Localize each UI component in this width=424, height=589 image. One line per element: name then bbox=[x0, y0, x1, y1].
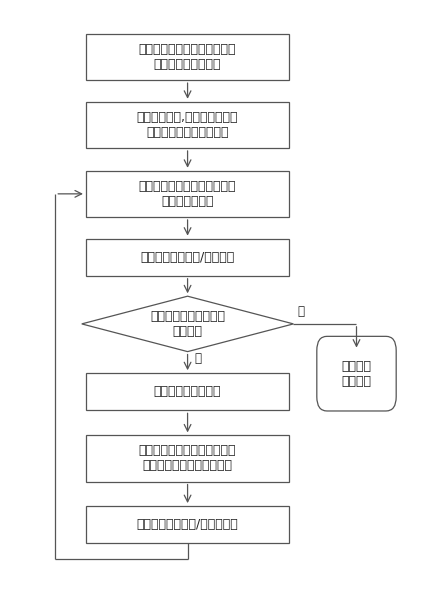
Text: 各变量初始化,发电机内节点角
度应初始化为角度目标值: 各变量初始化,发电机内节点角 度应初始化为角度目标值 bbox=[137, 111, 238, 139]
FancyBboxPatch shape bbox=[86, 435, 289, 482]
Text: 输出结果
结束计算: 输出结果 结束计算 bbox=[341, 360, 371, 388]
Text: 修正雅可比矩阵对应发电机内
节点的有功对角度的偏导数: 修正雅可比矩阵对应发电机内 节点的有功对角度的偏导数 bbox=[139, 445, 236, 472]
FancyBboxPatch shape bbox=[86, 373, 289, 411]
Text: 计算各节点的有功/无功偏差: 计算各节点的有功/无功偏差 bbox=[140, 251, 235, 264]
FancyBboxPatch shape bbox=[317, 336, 396, 411]
Text: 计算各节点的幅值/角度修正量: 计算各节点的幅值/角度修正量 bbox=[137, 518, 238, 531]
Text: 是: 是 bbox=[298, 306, 304, 319]
FancyBboxPatch shape bbox=[86, 171, 289, 217]
Text: 计算形成雅可比矩阵: 计算形成雅可比矩阵 bbox=[154, 385, 221, 398]
FancyBboxPatch shape bbox=[86, 506, 289, 543]
Text: 否: 否 bbox=[195, 352, 202, 365]
FancyBboxPatch shape bbox=[86, 34, 289, 80]
Text: 所有节点有功无功偏差
足够小？: 所有节点有功无功偏差 足够小？ bbox=[150, 310, 225, 338]
FancyBboxPatch shape bbox=[86, 239, 289, 276]
Polygon shape bbox=[82, 296, 293, 352]
Text: 输入潮流数据（包括发电机角
度参考和功率参考）: 输入潮流数据（包括发电机角 度参考和功率参考） bbox=[139, 43, 236, 71]
Text: 根据内节点角度变化计算新的
发电机有功注入: 根据内节点角度变化计算新的 发电机有功注入 bbox=[139, 180, 236, 208]
FancyBboxPatch shape bbox=[86, 102, 289, 148]
